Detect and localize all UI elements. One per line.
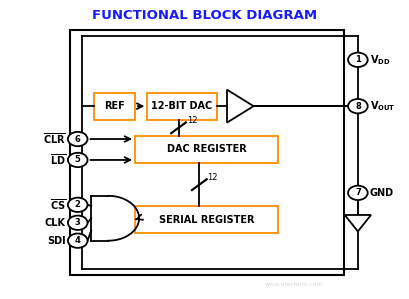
Text: GND: GND bbox=[370, 188, 394, 198]
Circle shape bbox=[68, 153, 88, 167]
Text: 2: 2 bbox=[75, 200, 81, 209]
Text: V$_{\mathbf{DD}}$: V$_{\mathbf{DD}}$ bbox=[370, 53, 390, 67]
Text: DAC REGISTER: DAC REGISTER bbox=[167, 144, 246, 155]
Text: 5: 5 bbox=[75, 155, 81, 164]
Circle shape bbox=[68, 198, 88, 212]
Circle shape bbox=[348, 99, 368, 113]
Text: REF: REF bbox=[104, 101, 125, 111]
Text: V$_{\mathbf{OUT}}$: V$_{\mathbf{OUT}}$ bbox=[370, 99, 396, 113]
Circle shape bbox=[68, 234, 88, 248]
Text: SERIAL REGISTER: SERIAL REGISTER bbox=[159, 215, 254, 225]
Text: www.elecfans.com: www.elecfans.com bbox=[265, 282, 324, 286]
Text: 6: 6 bbox=[75, 135, 81, 144]
Circle shape bbox=[68, 132, 88, 146]
Text: 3: 3 bbox=[75, 218, 81, 227]
Text: CLK: CLK bbox=[45, 218, 66, 228]
Text: 12: 12 bbox=[208, 173, 218, 181]
Circle shape bbox=[348, 186, 368, 200]
Text: $\overline{\mathbf{CS}}$: $\overline{\mathbf{CS}}$ bbox=[49, 197, 66, 212]
Text: 12: 12 bbox=[187, 116, 197, 125]
Bar bbox=[94, 93, 135, 120]
Text: FUNCTIONAL BLOCK DIAGRAM: FUNCTIONAL BLOCK DIAGRAM bbox=[92, 9, 317, 22]
Text: $\overline{\mathbf{CLR}}$: $\overline{\mathbf{CLR}}$ bbox=[43, 132, 66, 147]
Circle shape bbox=[348, 53, 368, 67]
Circle shape bbox=[68, 216, 88, 230]
Polygon shape bbox=[345, 215, 371, 231]
Text: 4: 4 bbox=[75, 236, 81, 245]
Bar bbox=[147, 93, 217, 120]
Polygon shape bbox=[227, 90, 254, 123]
Text: 12-BIT DAC: 12-BIT DAC bbox=[151, 101, 213, 111]
Bar bbox=[135, 206, 278, 233]
Bar bbox=[70, 30, 344, 275]
Text: $\overline{\mathbf{LD}}$: $\overline{\mathbf{LD}}$ bbox=[49, 152, 66, 167]
Bar bbox=[135, 136, 278, 163]
Text: SDI: SDI bbox=[47, 236, 66, 246]
Text: 8: 8 bbox=[355, 102, 361, 111]
Text: 1: 1 bbox=[355, 55, 361, 64]
Text: 7: 7 bbox=[355, 188, 361, 197]
